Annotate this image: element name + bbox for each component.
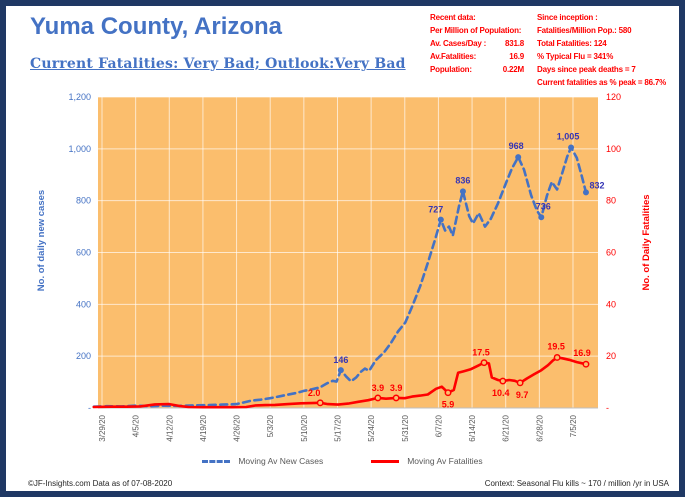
context-note: Context: Seasonal Flu kills ~ 170 / mill… <box>484 479 669 488</box>
fatalities-point-marker <box>553 354 561 361</box>
fatalities-point-marker <box>516 379 524 387</box>
x-axis-tick: 6/28/20 <box>535 414 544 441</box>
left-axis-tick: - <box>88 403 91 413</box>
x-axis-tick: 7/5/20 <box>569 414 578 437</box>
x-axis-tick: 4/19/20 <box>199 414 208 441</box>
cases-line-swatch-icon <box>202 459 231 463</box>
right-axis-tick: 100 <box>606 144 621 154</box>
left-axis-tick: 600 <box>76 248 91 258</box>
right-axis-tick: 40 <box>606 299 616 309</box>
stat-line: Total Fatalities: 124 <box>537 39 607 48</box>
cases-point-marker <box>337 367 344 374</box>
x-axis-tick: 5/17/20 <box>333 414 342 441</box>
recent-stats-subheading: Per Million of Population: <box>430 26 522 35</box>
left-axis-tick: 1,000 <box>68 144 91 154</box>
left-axis-tick: 1,200 <box>68 92 91 102</box>
x-axis-tick: 6/21/20 <box>502 414 511 441</box>
right-axis-tick: 80 <box>606 196 616 206</box>
data-label: 832 <box>589 180 604 190</box>
cases-point-marker <box>582 189 589 196</box>
inception-stats-heading: Since inception : <box>537 13 598 22</box>
x-axis-tick: 6/14/20 <box>468 414 477 441</box>
fatalities-point-marker <box>316 399 324 407</box>
fatalities-point-marker <box>582 360 590 368</box>
left-axis-tick: 800 <box>76 196 91 206</box>
fatalities-point-marker <box>499 377 507 385</box>
right-axis-tick: 20 <box>606 351 616 361</box>
fatalities-point-marker <box>480 359 488 367</box>
data-label: 836 <box>455 175 470 185</box>
cases-line <box>92 146 588 409</box>
cases-point-marker <box>437 216 444 223</box>
x-axis-tick: 4/5/20 <box>132 414 141 437</box>
page-subtitle: Current Fatalities: Very Bad; Outlook:Ve… <box>30 56 406 72</box>
recent-stats-panel: Recent data: Per Million of Population: … <box>430 11 524 76</box>
stat-value: 831.8 <box>504 39 524 48</box>
legend-item-fatalities: Moving Av Fatalities <box>371 456 483 466</box>
x-axis-tick: 4/26/20 <box>233 414 242 441</box>
x-axis-tick: 4/12/20 <box>165 414 174 441</box>
data-label: 19.5 <box>547 341 565 351</box>
x-axis-tick: 5/24/20 <box>367 414 376 441</box>
left-axis-tick: 200 <box>76 351 91 361</box>
data-label: 2.0 <box>308 388 321 398</box>
chart-svg: 146 727 836 968 736 1,005 832 2.0 3.9 3.9 5.9 17.5 1… <box>36 92 652 442</box>
x-axis-tick: 5/10/20 <box>300 414 309 441</box>
x-axis-tick: 5/3/20 <box>266 414 275 437</box>
fatalities-line <box>92 356 588 409</box>
stat-line: % Typical Flu = 341% <box>537 52 614 61</box>
data-label: 5.9 <box>442 400 455 410</box>
cases-point-marker <box>538 214 545 221</box>
fatalities-point-marker <box>392 394 400 402</box>
x-axis-tick: 3/29/20 <box>98 414 107 441</box>
fatalities-point-marker <box>444 389 452 397</box>
stat-row: Av. Cases/Day : 831.8 <box>430 37 524 50</box>
cases-point-marker <box>515 154 522 161</box>
right-axis-tick: 60 <box>606 248 616 258</box>
stat-row: Population: 0.22M <box>430 63 524 76</box>
data-label: 10.4 <box>492 388 510 398</box>
chart-legend: Moving Av New Cases Moving Av Fatalities <box>6 456 679 466</box>
cases-point-marker <box>568 144 575 151</box>
data-label: 968 <box>509 141 524 151</box>
stat-line: Days since peak deaths = 7 <box>537 65 636 74</box>
x-axis-tick: 6/7/20 <box>434 414 443 437</box>
inception-stats-panel: Since inception : Fatalities/Million Pop… <box>537 11 666 89</box>
cases-fatalities-chart: 146 727 836 968 736 1,005 832 2.0 3.9 3.9 5.9 17.5 1… <box>30 88 678 460</box>
data-label: 16.9 <box>573 348 591 358</box>
left-axis-title: No. of daily new cases <box>36 190 47 291</box>
data-label: 17.5 <box>472 348 490 358</box>
stat-label: Av.Fatalities: <box>430 52 477 61</box>
data-label: 146 <box>333 355 348 365</box>
stat-label: Population: <box>430 65 472 74</box>
legend-label-fatalities: Moving Av Fatalities <box>407 456 483 466</box>
data-label: 9.7 <box>516 390 529 400</box>
right-axis-title: No. of Daily Fatalities <box>641 194 652 290</box>
left-axis-tick: 400 <box>76 299 91 309</box>
stat-label: Av. Cases/Day : <box>430 39 487 48</box>
stat-row: Av.Fatalities: 16.9 <box>430 50 524 63</box>
data-label: 1,005 <box>557 132 580 142</box>
data-label: 727 <box>428 205 443 215</box>
x-axis-tick: 5/31/20 <box>401 414 410 441</box>
legend-label-cases: Moving Av New Cases <box>238 456 324 466</box>
page-title: Yuma County, Arizona <box>30 13 283 40</box>
data-label: 736 <box>536 201 551 211</box>
stat-line: Current fatalities as % peak = 86.7% <box>537 78 667 87</box>
cases-point-marker <box>459 188 466 195</box>
fatalities-point-marker <box>374 394 382 402</box>
recent-stats-heading: Recent data: <box>430 13 476 22</box>
stat-value: 16.9 <box>509 52 524 61</box>
legend-item-cases: Moving Av New Cases <box>202 456 323 466</box>
right-axis-tick: 120 <box>606 92 621 102</box>
copyright-note: ©JF-Insights.com Data as of 07-08-2020 <box>28 479 173 488</box>
data-label: 3.9 <box>372 383 385 393</box>
plot-area: 146 727 836 968 736 1,005 832 2.0 3.9 3.9 5.9 17.5 1… <box>36 92 652 442</box>
stat-value: 0.22M <box>502 65 524 74</box>
right-axis-tick: - <box>606 403 609 413</box>
fatalities-line-swatch-icon <box>371 459 400 463</box>
stat-line: Fatalities/Million Pop.: 580 <box>537 26 632 35</box>
data-label: 3.9 <box>390 383 403 393</box>
